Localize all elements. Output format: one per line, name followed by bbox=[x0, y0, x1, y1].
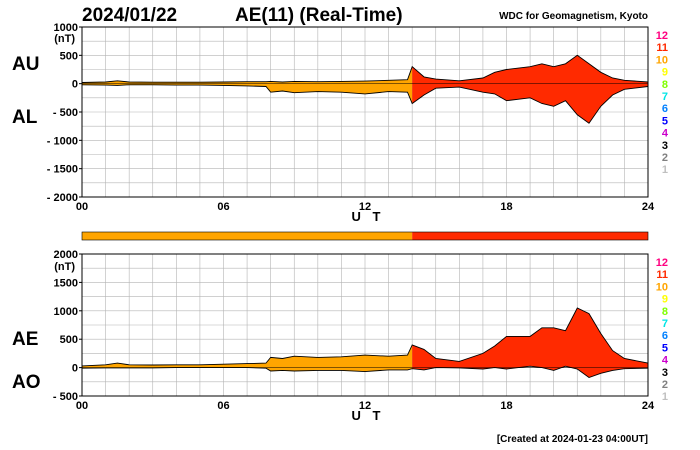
level-legend-5: 5 bbox=[662, 115, 668, 127]
y-tick-label: 2000 bbox=[54, 249, 78, 261]
level-legend-11: 11 bbox=[656, 42, 668, 54]
top-panel-xlabel: U T bbox=[352, 209, 385, 224]
area-level-11 bbox=[412, 308, 648, 378]
activity-bar-frame bbox=[81, 231, 649, 241]
y-tick-label: - 1000 bbox=[47, 135, 78, 147]
level-legend-2: 2 bbox=[662, 152, 668, 164]
level-legend-3: 3 bbox=[662, 367, 668, 379]
bottom-panel-unit: (nT) bbox=[54, 261, 75, 273]
ao-label: AO bbox=[12, 372, 41, 393]
plot-date: 2024/01/22 bbox=[82, 5, 177, 26]
y-tick-label: 1000 bbox=[54, 22, 78, 34]
level-legend-8: 8 bbox=[662, 306, 668, 318]
plot-title: AE(11) (Real-Time) bbox=[235, 5, 403, 26]
x-tick-label: 24 bbox=[642, 400, 655, 412]
x-tick-label: 00 bbox=[76, 201, 88, 213]
y-tick-label: 0 bbox=[72, 79, 78, 91]
level-legend-10: 10 bbox=[656, 281, 668, 293]
ae-series-line bbox=[81, 307, 649, 367]
activity-bar-segment bbox=[412, 232, 648, 240]
level-legend-10: 10 bbox=[656, 54, 668, 66]
level-legend-6: 6 bbox=[662, 330, 668, 342]
au-label: AU bbox=[12, 54, 39, 75]
level-legend-5: 5 bbox=[662, 342, 668, 354]
x-tick-label: 18 bbox=[500, 400, 512, 412]
y-tick-label: - 2000 bbox=[47, 192, 78, 204]
y-tick-label: 500 bbox=[60, 50, 78, 62]
y-tick-label: 1500 bbox=[54, 277, 78, 289]
x-tick-label: 24 bbox=[642, 201, 655, 213]
level-legend-4: 4 bbox=[662, 355, 669, 367]
level-legend-1: 1 bbox=[662, 391, 668, 403]
level-legend-7: 7 bbox=[662, 318, 668, 330]
y-tick-label: 0 bbox=[72, 363, 78, 375]
level-legend-12: 12 bbox=[656, 30, 668, 42]
au-series-line bbox=[81, 54, 649, 83]
y-tick-label: 1000 bbox=[54, 306, 78, 318]
level-legend-6: 6 bbox=[662, 103, 668, 115]
level-legend-4: 4 bbox=[662, 128, 669, 140]
x-tick-label: 00 bbox=[76, 400, 88, 412]
activity-bar-segment bbox=[82, 232, 413, 240]
level-legend-8: 8 bbox=[662, 79, 668, 91]
y-tick-label: - 500 bbox=[53, 107, 78, 119]
top-panel-unit: (nT) bbox=[54, 33, 75, 45]
plot-frame bbox=[81, 253, 649, 397]
x-tick-label: 12 bbox=[359, 201, 371, 213]
y-tick-label: 500 bbox=[60, 334, 78, 346]
al-label: AL bbox=[12, 107, 38, 128]
x-tick-label: 06 bbox=[217, 400, 229, 412]
y-tick-label: - 500 bbox=[53, 391, 78, 403]
level-legend-2: 2 bbox=[662, 379, 668, 391]
created-timestamp: [Created at 2024-01-23 04:00UT] bbox=[497, 434, 648, 445]
al-series-line bbox=[81, 84, 649, 124]
level-legend-11: 11 bbox=[656, 269, 668, 281]
level-legend-12: 12 bbox=[656, 257, 668, 269]
level-legend-7: 7 bbox=[662, 91, 668, 103]
ae-label: AE bbox=[12, 329, 38, 350]
x-tick-label: 18 bbox=[500, 201, 512, 213]
x-tick-label: 06 bbox=[217, 201, 229, 213]
level-legend-3: 3 bbox=[662, 140, 668, 152]
area-level-10 bbox=[82, 66, 413, 104]
bottom-panel-xlabel: U T bbox=[352, 408, 385, 423]
level-legend-1: 1 bbox=[662, 164, 668, 176]
level-legend-9: 9 bbox=[662, 67, 668, 79]
level-legend-9: 9 bbox=[662, 294, 668, 306]
data-source: WDC for Geomagnetism, Kyoto bbox=[499, 11, 648, 22]
x-tick-label: 12 bbox=[359, 400, 371, 412]
y-tick-label: - 1500 bbox=[47, 164, 78, 176]
area-level-11 bbox=[412, 55, 648, 124]
